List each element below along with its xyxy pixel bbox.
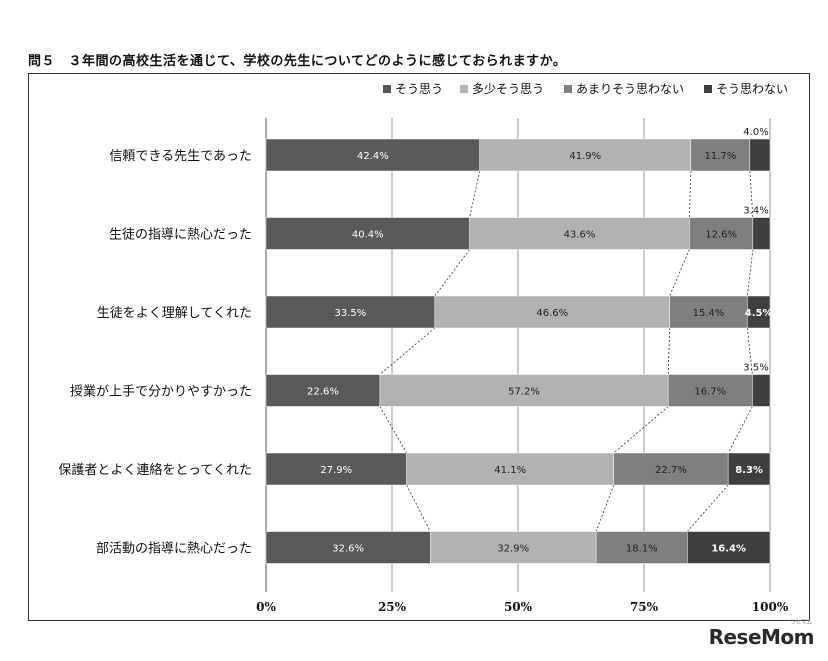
series-line-2-2 (667, 327, 671, 375)
bar-segment (727, 452, 771, 486)
value-label: 32.9% (497, 544, 529, 555)
bar-segment (752, 217, 771, 250)
series-line-4-1 (406, 484, 431, 532)
x-tick-label: 0% (256, 600, 276, 614)
value-label: 42.4% (357, 151, 389, 162)
value-label: 22.6% (307, 387, 339, 398)
bar-segment (747, 295, 771, 329)
value-label: 32.6% (332, 544, 364, 555)
series-line-1-1 (434, 249, 470, 297)
value-label: 41.1% (494, 465, 526, 476)
legend-label: あまりそう思わない (576, 82, 684, 96)
series-line-3-1 (379, 406, 407, 454)
series-line-1-3 (746, 249, 754, 297)
value-label: 16.4% (711, 544, 746, 555)
bar-segment (749, 138, 771, 172)
value-label: 33.5% (335, 308, 367, 319)
series-line-3-3 (727, 406, 753, 454)
value-label: 46.6% (536, 308, 568, 319)
legend-label: そう思う (395, 82, 443, 96)
series-line-0-2 (688, 170, 692, 218)
bar-segment (479, 138, 692, 172)
bar-segment (613, 452, 729, 486)
bar-segment (667, 374, 753, 407)
series-line-4-2 (595, 484, 615, 532)
value-label: 11.7% (704, 151, 736, 162)
legend-swatch (460, 85, 468, 93)
series-line-0-1 (469, 170, 481, 218)
legend-label: そう思わない (716, 82, 788, 96)
bar-segment (689, 217, 754, 250)
chart-title: 問５ ３年間の高校生活を通じて、学校の先生についてどのように感じておられますか。 (28, 54, 567, 69)
category-label: 生徒をよく理解してくれた (97, 306, 252, 321)
value-label: 3.4% (743, 206, 768, 217)
value-label: 8.3% (735, 465, 763, 476)
value-label: 15.4% (693, 308, 725, 319)
bar-segment (265, 452, 407, 486)
logo-text: ReseMom (708, 625, 815, 649)
category-label: 生徒の指導に熱心だった (109, 228, 252, 243)
value-label: 27.9% (320, 465, 352, 476)
value-label: 22.7% (655, 465, 687, 476)
legend-swatch (564, 85, 572, 93)
bar-segment (265, 138, 480, 172)
bar-segment (265, 531, 431, 564)
bar-segment (595, 531, 688, 564)
bar-segment (406, 452, 615, 486)
x-tick-label: 25% (378, 600, 407, 614)
bar-segment (669, 295, 748, 329)
bar-segment (434, 295, 670, 329)
logo-subtext: リセマム (789, 619, 813, 626)
value-label: 43.6% (564, 230, 596, 241)
series-line-2-1 (379, 327, 436, 375)
bar-segment (265, 374, 381, 407)
x-tick-label: 50% (504, 600, 533, 614)
value-label: 12.6% (705, 230, 737, 241)
bar-segment (379, 374, 669, 407)
x-tick-label: 75% (630, 600, 659, 614)
bar-segment (265, 295, 436, 329)
series-line-3-2 (613, 406, 669, 454)
series-line-1-2 (669, 249, 690, 297)
value-label: 18.1% (626, 544, 658, 555)
value-label: 57.2% (508, 387, 540, 398)
value-label: 40.4% (352, 230, 384, 241)
legend-swatch (704, 85, 712, 93)
series-line-4-3 (687, 484, 729, 532)
category-label: 部活動の指導に熱心だった (96, 542, 252, 557)
resemom-logo: ReseMom リセマム (708, 619, 815, 649)
category-label: 授業が上手で分かりやすかった (70, 384, 252, 400)
legend-label: 多少そう思う (472, 82, 544, 96)
value-label: 3.5% (743, 363, 768, 374)
x-tick-label: 100% (752, 600, 789, 614)
legend-swatch (383, 85, 391, 93)
bar-segment (752, 374, 771, 407)
bar-segment (430, 531, 597, 564)
category-label: 信頼できる先生であった (109, 149, 252, 164)
category-label: 保護者とよく連絡をとってくれた (58, 462, 252, 478)
value-label: 41.9% (569, 151, 601, 162)
value-label: 16.7% (694, 387, 726, 398)
bar-segment (687, 531, 771, 564)
value-label: 4.0% (743, 127, 768, 138)
chart-frame (28, 73, 810, 621)
value-label: 4.5% (745, 308, 773, 319)
